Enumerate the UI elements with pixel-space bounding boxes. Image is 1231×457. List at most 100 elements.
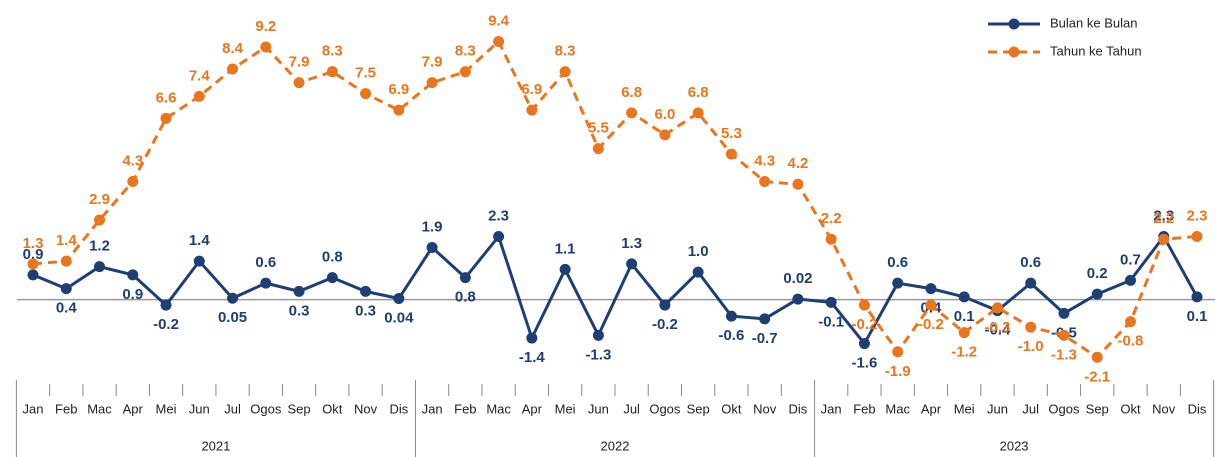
data-label: -1.4 [519, 349, 546, 366]
data-label: 6.8 [621, 84, 642, 101]
x-tick-label: Jan [23, 401, 44, 416]
point [659, 129, 671, 141]
point [94, 261, 106, 273]
data-label: 0.6 [1020, 254, 1041, 271]
data-label: 7.9 [422, 54, 443, 71]
data-label: 0.2 [1087, 265, 1108, 282]
x-tick-label: Apr [921, 401, 942, 416]
data-label: 2.3 [1187, 207, 1208, 224]
point [27, 258, 39, 270]
x-tick-label: Jun [189, 401, 210, 416]
point [626, 258, 638, 270]
x-tick-label: Okt [721, 401, 742, 416]
group-label: 2022 [601, 438, 630, 453]
series-line [32, 39, 1198, 360]
point [227, 63, 239, 75]
point [592, 329, 604, 341]
point [1191, 230, 1203, 242]
point [160, 299, 172, 311]
x-tick-label: Ogos [1048, 401, 1080, 416]
x-tick-label: Dis [789, 401, 808, 416]
data-label: 1.3 [23, 235, 44, 252]
point [60, 255, 72, 267]
data-label: 6.9 [521, 81, 542, 98]
point [1124, 274, 1136, 286]
x-tick-label: Apr [522, 401, 543, 416]
x-tick-label: Mac [885, 401, 910, 416]
point [426, 241, 438, 253]
point [27, 269, 39, 281]
point [459, 272, 471, 284]
data-label: 0.9 [122, 286, 143, 303]
point [958, 291, 970, 303]
data-label: 1.4 [189, 232, 211, 249]
data-label: 0.6 [255, 254, 276, 271]
data-label: 6.9 [388, 81, 409, 98]
data-label: -0.4 [985, 322, 1012, 339]
x-tick-label: Mac [87, 401, 112, 416]
point [1025, 277, 1037, 289]
point [193, 90, 205, 102]
x-tick-label: Jun [987, 401, 1008, 416]
data-label: 5.5 [588, 120, 609, 137]
point [127, 269, 139, 281]
point [759, 176, 771, 188]
data-label: 1.3 [621, 235, 642, 252]
legend-label: Bulan ke Bulan [1050, 15, 1137, 30]
point [925, 283, 937, 295]
group-label: 2023 [1000, 438, 1029, 453]
point [559, 66, 571, 78]
data-label: 1.1 [555, 240, 576, 257]
x-tick-label: Jul [623, 401, 640, 416]
data-label: 2.3 [1153, 207, 1174, 224]
point [892, 277, 904, 289]
x-tick-label: Feb [454, 401, 476, 416]
data-label: -2.1 [1084, 368, 1110, 385]
point [393, 104, 405, 116]
data-label: 0.3 [355, 302, 376, 319]
point [360, 285, 372, 297]
data-label: 7.4 [189, 67, 211, 84]
point [692, 107, 704, 119]
point [1158, 233, 1170, 245]
x-tick-label: Nov [753, 401, 777, 416]
data-label: 0.9 [23, 246, 44, 263]
legend-marker [1008, 46, 1020, 58]
data-label: 5.3 [721, 125, 742, 142]
point [493, 35, 505, 47]
point [1191, 291, 1203, 303]
point [293, 77, 305, 89]
data-label: 8.3 [455, 43, 476, 60]
point [825, 233, 837, 245]
data-label: 6.8 [688, 84, 709, 101]
point [426, 77, 438, 89]
data-label: 0.7 [1120, 251, 1141, 268]
data-label: 2.9 [89, 191, 110, 208]
x-tick-label: Sep [1086, 401, 1109, 416]
data-label: -0.3 [985, 319, 1011, 336]
data-label: 7.9 [289, 54, 310, 71]
data-label: 9.4 [488, 12, 510, 29]
point [326, 272, 338, 284]
data-label: -1.2 [951, 344, 977, 361]
x-tick-label: Nov [1152, 401, 1176, 416]
data-label: 6.0 [654, 106, 675, 123]
data-label: -0.2 [918, 316, 944, 333]
point [626, 107, 638, 119]
data-label: 9.2 [255, 18, 276, 35]
data-label: -0.7 [752, 330, 778, 347]
data-label: 0.8 [322, 249, 343, 266]
data-label: -0.2 [652, 316, 678, 333]
data-label: -0.1 [818, 313, 844, 330]
point [692, 266, 704, 278]
point [193, 255, 205, 267]
point [925, 299, 937, 311]
x-tick-label: Jul [1022, 401, 1039, 416]
data-label: 1.9 [422, 218, 443, 235]
data-label: 0.4 [56, 300, 78, 317]
point [1058, 307, 1070, 319]
data-label: -0.2 [153, 316, 179, 333]
point [1091, 351, 1103, 363]
point [725, 148, 737, 160]
series-line [32, 233, 1199, 347]
